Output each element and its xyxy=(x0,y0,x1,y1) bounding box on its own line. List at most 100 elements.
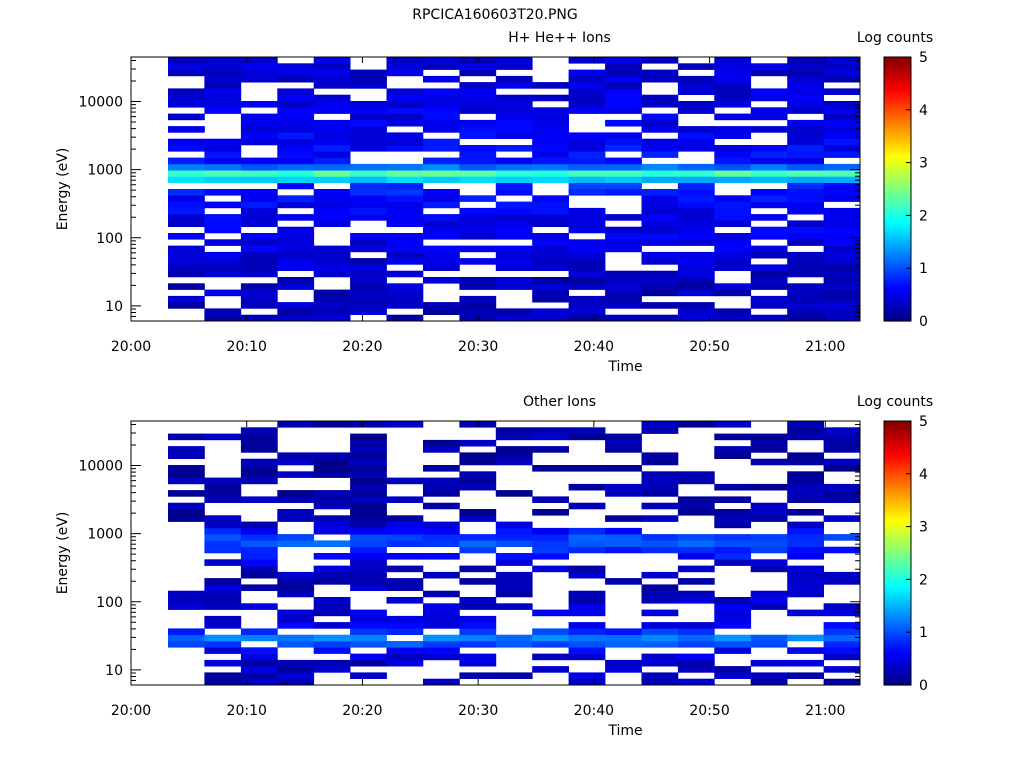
heatmap-cell xyxy=(168,126,205,133)
heatmap-cell xyxy=(823,107,861,114)
heatmap-cell xyxy=(168,295,205,303)
heatmap-cell xyxy=(787,138,824,146)
heatmap-cell xyxy=(350,277,387,284)
heatmap-cell xyxy=(168,641,205,648)
heatmap-cell xyxy=(240,214,278,221)
heatmap-cell xyxy=(823,88,861,95)
heatmap-cell xyxy=(605,446,642,453)
heatmap-cell xyxy=(787,659,824,667)
heatmap-cell xyxy=(240,189,278,196)
heatmap-cell xyxy=(423,302,460,309)
heatmap-cell xyxy=(823,302,861,309)
heatmap-cell xyxy=(423,113,460,121)
heatmap-cell xyxy=(277,245,315,253)
heatmap-cell xyxy=(168,157,205,165)
heatmap-cell xyxy=(386,597,424,604)
heatmap-cell xyxy=(750,515,788,522)
heatmap-cell xyxy=(459,157,497,165)
colorbar-segment xyxy=(884,590,911,594)
heatmap-cell xyxy=(532,565,569,573)
colorbar-segment xyxy=(884,120,911,124)
heatmap-cell xyxy=(677,314,715,322)
colorbar-segment xyxy=(884,226,911,230)
heatmap-cell xyxy=(459,226,497,234)
heatmap-cell xyxy=(313,641,351,648)
heatmap-cell xyxy=(823,145,861,152)
heatmap-cell xyxy=(277,214,315,221)
heatmap-cell xyxy=(386,565,424,573)
heatmap-cell xyxy=(823,163,861,171)
colorbar-segment xyxy=(884,59,911,62)
heatmap-cell xyxy=(641,176,679,183)
heatmap-cell xyxy=(605,641,642,648)
heatmap-cell xyxy=(313,527,351,535)
heatmap-cell xyxy=(641,113,679,121)
heatmap-cell xyxy=(240,163,278,171)
heatmap-cell xyxy=(423,251,460,259)
heatmap-cell xyxy=(641,207,679,215)
heatmap-cell xyxy=(204,515,242,522)
heatmap-cell xyxy=(350,483,387,491)
heatmap-cell xyxy=(568,590,606,598)
heatmap-cell xyxy=(204,57,242,64)
x-tick-label: 20:20 xyxy=(342,703,382,719)
heatmap-cell xyxy=(787,258,824,265)
heatmap-cell xyxy=(240,634,278,642)
colorbar-segment xyxy=(884,522,911,525)
heatmap-cell xyxy=(459,151,497,158)
heatmap-cell xyxy=(459,615,497,623)
heatmap-cell xyxy=(532,540,569,547)
heatmap-cell xyxy=(350,176,387,183)
heatmap-cell xyxy=(350,289,387,297)
colorbar-segment xyxy=(884,204,911,208)
colorbar-segment xyxy=(884,641,911,644)
colorbar-segment xyxy=(884,473,911,477)
heatmap-cell xyxy=(568,82,606,89)
heatmap-cell xyxy=(532,233,569,240)
heatmap-cell xyxy=(313,57,351,64)
colorbar-segment xyxy=(884,107,911,111)
heatmap-cell xyxy=(313,289,351,297)
heatmap-cell xyxy=(787,201,824,209)
colorbar-segment xyxy=(884,533,911,536)
heatmap-cell xyxy=(605,132,642,139)
heatmap-cell xyxy=(386,69,424,77)
heatmap-cell xyxy=(277,151,315,158)
heatmap-cell xyxy=(350,471,387,478)
heatmap-cell xyxy=(423,647,460,654)
heatmap-cell xyxy=(568,565,606,573)
heatmap-cell xyxy=(568,302,606,309)
heatmap-cell xyxy=(386,521,424,529)
heatmap-cell xyxy=(386,132,424,139)
heatmap-cell xyxy=(240,521,278,529)
heatmap-cell xyxy=(787,119,824,127)
heatmap-cell xyxy=(204,264,242,271)
colorbar-segment xyxy=(884,268,911,271)
heatmap-cell xyxy=(714,540,752,547)
heatmap-cell xyxy=(277,308,315,315)
heatmap-cell xyxy=(495,201,533,209)
heatmap-cell xyxy=(641,515,679,522)
heatmap-cell xyxy=(313,603,351,610)
colorbar-segment xyxy=(884,228,911,232)
heatmap-cell xyxy=(568,239,606,246)
heatmap-cell xyxy=(423,527,460,535)
heatmap-cell xyxy=(495,521,533,529)
panel-h-he-ions: H+ He++ Ions 20:00 20:10 20:20 20:30 20:40 20:… xyxy=(55,30,933,375)
heatmap-cell xyxy=(568,69,606,77)
heatmap-cell xyxy=(277,258,315,265)
x-tick-label: 21:00 xyxy=(805,703,845,719)
heatmap-cell xyxy=(787,69,824,77)
heatmap-cell xyxy=(423,75,460,83)
heatmap-cell xyxy=(386,659,424,667)
heatmap-cell xyxy=(350,446,387,453)
panel-other-ions: Other Ions 20:00 20:10 20:20 20:30 20:40 20:50… xyxy=(55,394,933,739)
heatmap-cell xyxy=(313,245,351,253)
heatmap-cell xyxy=(204,590,242,598)
heatmap-cell xyxy=(750,565,788,573)
heatmap-cell xyxy=(495,176,533,183)
colorbar-segment xyxy=(884,570,911,574)
colorbar-segment xyxy=(884,623,911,627)
heatmap-cell xyxy=(495,578,533,585)
heatmap-cell xyxy=(787,647,824,654)
